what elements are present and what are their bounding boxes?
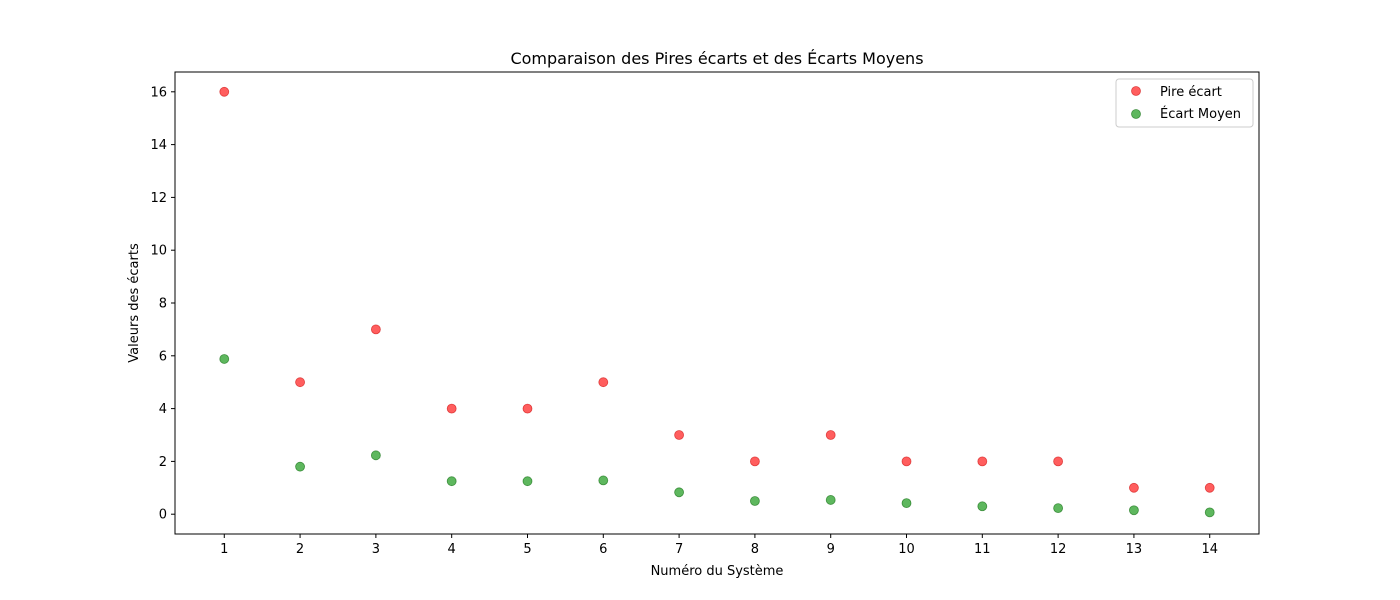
y-tick-label: 16 [150,85,167,100]
data-point-pire-ecart [219,86,230,97]
x-axis-label: Numéro du Système [651,564,784,579]
data-point-pire-ecart [1129,482,1139,493]
x-tick-label: 5 [523,542,531,557]
data-point-ecart-moyen [522,476,533,487]
x-tick-label: 9 [827,542,835,557]
data-point-ecart-moyen [825,495,836,505]
y-tick-label: 2 [159,455,167,470]
x-tick-label: 6 [599,542,607,557]
data-point-ecart-moyen [1204,507,1215,518]
data-point-ecart-moyen [598,475,609,486]
data-point-pire-ecart [825,430,836,440]
data-point-pire-ecart [750,456,760,467]
data-point-pire-ecart [598,377,609,388]
data-point-pire-ecart [295,377,305,388]
data-point-ecart-moyen [901,498,912,509]
data-point-pire-ecart [901,456,912,467]
data-point-pire-ecart [674,430,684,440]
y-axis-label: Valeurs des écarts [127,243,142,363]
x-tick-label: 10 [898,542,915,557]
data-point-ecart-moyen [1053,503,1064,514]
y-tick-label: 12 [150,191,167,206]
x-tick-label: 14 [1201,542,1218,557]
data-point-pire-ecart [446,403,457,414]
data-point-pire-ecart [370,324,381,335]
data-point-ecart-moyen [295,461,305,472]
x-tick-label: 8 [751,542,759,557]
data-points [219,86,1215,518]
data-point-ecart-moyen [750,496,760,506]
x-tick-label: 1 [220,542,228,557]
y-tick-label: 4 [159,402,167,417]
data-point-ecart-moyen [446,476,457,487]
data-point-pire-ecart [522,403,533,414]
legend-marker-ecart-moyen [1131,109,1141,119]
y-tick-label: 14 [150,138,167,153]
data-point-ecart-moyen [674,487,684,498]
data-point-ecart-moyen [370,450,381,461]
legend-marker-pire-ecart [1131,86,1141,96]
x-tick-label: 3 [372,542,380,557]
plot-area-frame [174,71,1260,535]
x-tick-label: 7 [675,542,683,557]
legend-label-pire-ecart: Pire écart [1160,85,1222,100]
legend-box [1115,78,1254,128]
data-point-pire-ecart [1053,456,1064,467]
data-point-ecart-moyen [219,354,230,364]
data-point-pire-ecart [1204,482,1215,493]
x-tick-label: 13 [1126,542,1143,557]
legend: Pire écart Écart Moyen [1115,78,1254,128]
data-point-ecart-moyen [1129,505,1139,516]
y-tick-label: 0 [159,508,167,523]
x-tick-label: 11 [974,542,991,557]
x-tick-label: 2 [296,542,304,557]
y-tick-label: 8 [159,297,167,312]
chart-title: Comparaison des Pires écarts et des Écar… [510,49,923,68]
data-point-pire-ecart [977,456,988,467]
data-point-ecart-moyen [977,501,988,512]
y-tick-label: 6 [159,349,167,364]
legend-label-ecart-moyen: Écart Moyen [1160,106,1241,122]
y-tick-label: 10 [150,244,167,259]
x-tick-label: 4 [448,542,456,557]
x-tick-label: 12 [1050,542,1067,557]
